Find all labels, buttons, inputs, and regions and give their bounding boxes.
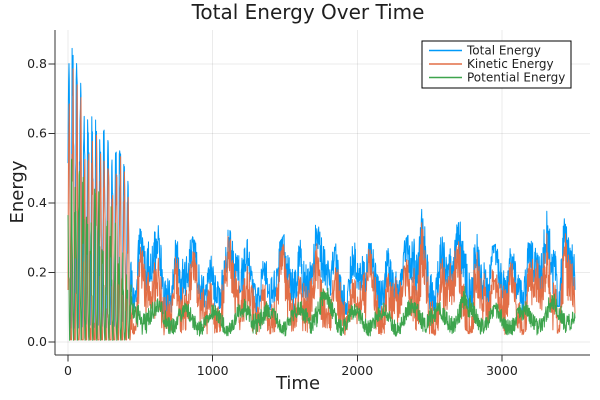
chart-title: Total Energy Over Time: [191, 0, 425, 24]
axes: [48, 30, 590, 362]
x-tick-label: 0: [64, 363, 72, 378]
y-tick-label: 0.6: [27, 126, 47, 141]
y-tick-label: 0.8: [27, 56, 47, 71]
y-tick-label: 0.4: [27, 195, 47, 210]
y-tick-label: 0.0: [27, 334, 47, 349]
kinetic-energy-line: [67, 68, 576, 341]
x-tick-label: 1000: [197, 363, 229, 378]
potential-energy-line: [67, 158, 576, 341]
y-tick-label: 0.2: [27, 265, 47, 280]
legend-label-potential: Potential Energy: [467, 71, 565, 85]
series-lines: [67, 47, 576, 341]
x-tick-label: 2000: [341, 363, 373, 378]
total-energy-line: [67, 47, 576, 329]
axis-labels: Total Energy Over Time Time Energy 0.0 0…: [7, 0, 518, 394]
legend-label-total: Total Energy: [466, 44, 541, 58]
legend-label-kinetic: Kinetic Energy: [467, 57, 554, 71]
x-tick-label: 3000: [486, 363, 518, 378]
y-axis-label: Energy: [7, 160, 28, 223]
x-axis-label: Time: [275, 373, 320, 394]
tick-marks: [48, 63, 503, 362]
legend: Total Energy Kinetic Energy Potential En…: [421, 40, 572, 89]
